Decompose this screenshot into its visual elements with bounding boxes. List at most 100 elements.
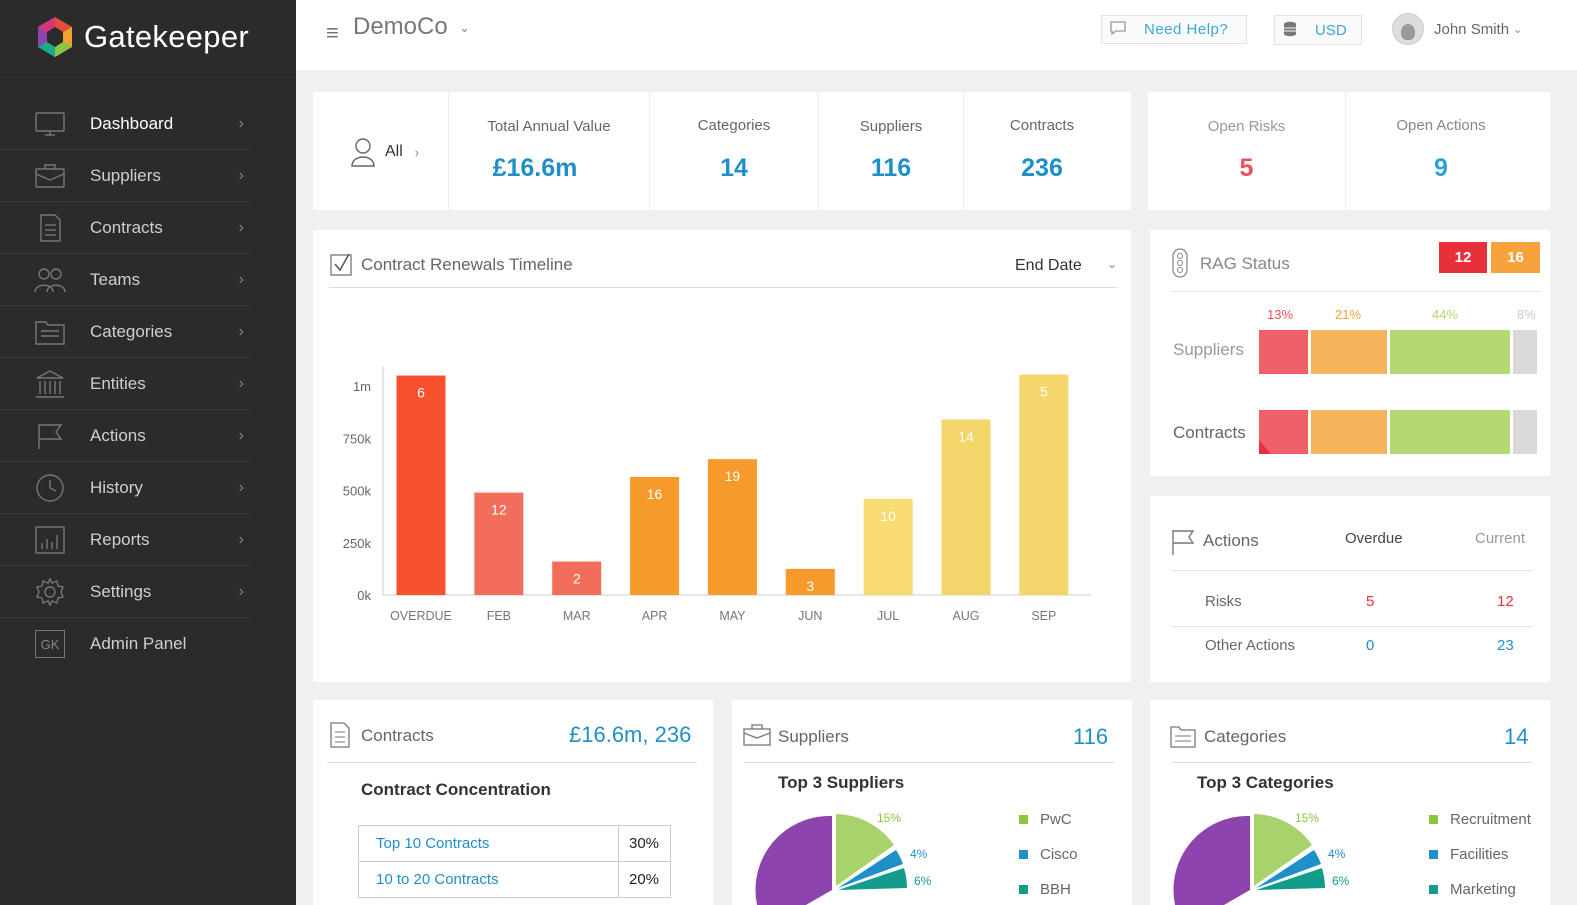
legend-item[interactable]: Facilities xyxy=(1429,846,1508,863)
sidebar-item-suppliers[interactable]: Suppliers › xyxy=(0,150,250,202)
company-selector[interactable]: DemoCo xyxy=(353,13,448,40)
document-icon xyxy=(33,213,67,243)
stat-contracts[interactable]: Contracts 236 xyxy=(964,92,1120,210)
rag-pct-red: 13% xyxy=(1267,307,1294,322)
user-menu[interactable]: John Smith ⌄ xyxy=(1392,13,1522,45)
bar[interactable] xyxy=(863,498,913,595)
categories-total[interactable]: 14 xyxy=(1504,724,1529,749)
stat-open-actions[interactable]: Open Actions 9 xyxy=(1346,92,1536,210)
bar[interactable] xyxy=(1019,374,1069,595)
help-button[interactable]: Need Help? xyxy=(1101,15,1247,44)
chevron-down-icon[interactable]: ⌄ xyxy=(459,20,470,35)
legend-item[interactable]: Recruitment xyxy=(1429,811,1531,828)
x-tick-label: FEB xyxy=(487,609,511,623)
currency-label: USD xyxy=(1315,21,1347,39)
actions-risks-overdue[interactable]: 5 xyxy=(1366,593,1375,610)
actions-other-current[interactable]: 23 xyxy=(1497,637,1514,654)
filter-selector[interactable]: All › xyxy=(351,137,419,167)
bar-data-label: 14 xyxy=(958,428,974,444)
sidebar-item-actions[interactable]: Actions › xyxy=(0,410,250,462)
sidebar-item-categories[interactable]: Categories › xyxy=(0,306,250,358)
legend-item[interactable]: Cisco xyxy=(1019,846,1078,863)
y-tick-label: 0k xyxy=(357,588,371,603)
chevron-right-icon: › xyxy=(238,114,244,132)
rag-segment-green[interactable] xyxy=(1390,330,1510,374)
rag-segment-amber[interactable] xyxy=(1311,410,1387,454)
y-tick-label: 250k xyxy=(343,536,372,551)
legend-item[interactable]: BBH xyxy=(1019,881,1071,898)
bar[interactable] xyxy=(707,459,757,595)
chevron-down-icon[interactable]: ⌄ xyxy=(1107,257,1118,271)
coin-stack-icon xyxy=(1275,21,1305,40)
sidebar-item-label: Settings xyxy=(90,581,152,601)
bar[interactable] xyxy=(396,375,446,595)
pie-slice-2 xyxy=(838,850,903,888)
contracts-total[interactable]: £16.6m, 236 xyxy=(569,722,692,747)
sidebar-item-dashboard[interactable]: Dashboard › xyxy=(0,98,250,150)
stat-suppliers[interactable]: Suppliers 116 xyxy=(819,92,963,210)
bar-data-label: 12 xyxy=(491,502,507,518)
gk-icon: GK xyxy=(33,629,67,659)
stats-panel: All › Total Annual Value £16.6m Categori… xyxy=(313,92,1131,210)
rag-segment-red[interactable] xyxy=(1259,330,1308,374)
rag-badge-amber[interactable]: 16 xyxy=(1491,242,1540,273)
sidebar-item-entities[interactable]: Entities › xyxy=(0,358,250,410)
card-title: Contract Renewals Timeline xyxy=(361,255,573,274)
x-tick-label: MAY xyxy=(719,609,746,623)
hamburger-menu-icon[interactable]: ≡ xyxy=(326,20,339,45)
rag-pct-green: 44% xyxy=(1432,307,1459,322)
rag-segment-red[interactable] xyxy=(1259,410,1308,454)
bar[interactable] xyxy=(941,419,991,595)
actions-other-overdue[interactable]: 0 xyxy=(1366,637,1375,654)
bar[interactable] xyxy=(785,568,835,595)
legend-item[interactable]: Marketing xyxy=(1429,881,1516,898)
chevron-right-icon: › xyxy=(238,218,244,236)
risk-stats-panel: Open Risks 5 Open Actions 9 xyxy=(1148,92,1550,210)
chevron-down-icon: ⌄ xyxy=(1513,23,1523,36)
actions-risks-current[interactable]: 12 xyxy=(1497,593,1514,610)
suppliers-total[interactable]: 116 xyxy=(1073,724,1109,749)
flag-icon xyxy=(33,421,67,451)
rag-segment-green[interactable] xyxy=(1390,410,1510,454)
flag-icon xyxy=(1172,530,1195,555)
sidebar-item-settings[interactable]: Settings › xyxy=(0,566,250,618)
rag-segment-grey[interactable] xyxy=(1513,410,1537,454)
rag-segment-grey[interactable] xyxy=(1513,330,1537,374)
logo[interactable]: Gatekeeper xyxy=(0,0,296,75)
sidebar-item-contracts[interactable]: Contracts › xyxy=(0,202,250,254)
gatekeeper-logo-icon xyxy=(38,17,72,57)
sidebar-item-label: Entities xyxy=(90,373,146,393)
rag-row-label: Suppliers xyxy=(1173,340,1244,359)
sidebar-item-admin-panel[interactable]: GK Admin Panel xyxy=(0,618,250,670)
currency-selector[interactable]: USD xyxy=(1274,15,1362,45)
legend-item[interactable]: PwC xyxy=(1019,811,1072,828)
pie-slice-other xyxy=(1173,815,1250,905)
table-cell-link[interactable]: Top 10 Contracts xyxy=(358,825,619,862)
avatar xyxy=(1392,13,1424,45)
sort-selector[interactable]: End Date xyxy=(1015,257,1082,274)
table-cell-link[interactable]: 10 to 20 Contracts xyxy=(358,861,619,898)
chevron-right-icon: › xyxy=(238,166,244,184)
stat-label: Suppliers xyxy=(859,118,923,135)
bar[interactable] xyxy=(630,476,680,595)
sidebar-item-teams[interactable]: Teams › xyxy=(0,254,250,306)
stat-total-annual-value[interactable]: Total Annual Value £16.6m xyxy=(449,92,649,210)
bar[interactable] xyxy=(552,561,602,595)
sidebar-item-label: Contracts xyxy=(90,217,163,237)
bar-data-label: 5 xyxy=(1040,384,1048,400)
stat-value: 5 xyxy=(1239,154,1254,182)
rag-badge-red[interactable]: 12 xyxy=(1439,242,1487,273)
stat-categories[interactable]: Categories 14 xyxy=(650,92,818,210)
bar[interactable] xyxy=(474,492,524,595)
concentration-table: Top 10 Contracts 30% 10 to 20 Contracts … xyxy=(358,825,671,898)
sidebar-item-label: Categories xyxy=(90,321,173,341)
folder-icon xyxy=(33,317,67,347)
bar-data-label: 3 xyxy=(806,578,814,594)
clock-icon xyxy=(33,473,67,503)
sidebar-item-reports[interactable]: Reports › xyxy=(0,514,250,566)
rag-segment-amber[interactable] xyxy=(1311,330,1387,374)
stat-open-risks[interactable]: Open Risks 5 xyxy=(1148,92,1345,210)
building-icon xyxy=(33,369,67,399)
sidebar-item-history[interactable]: History › xyxy=(0,462,250,514)
actions-card: Actions Overdue Current Risks 5 12 Other… xyxy=(1150,496,1550,682)
